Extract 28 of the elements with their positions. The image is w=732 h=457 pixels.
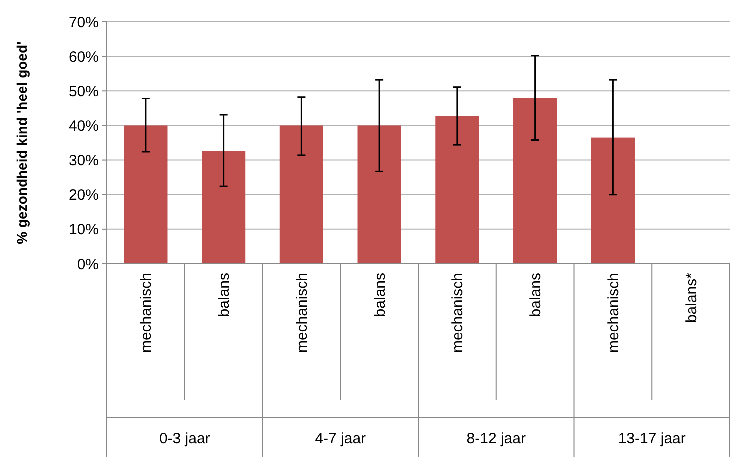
x-tick-label: mechanisch — [450, 273, 467, 354]
x-tick-label: balans — [216, 273, 234, 318]
x-tick-label: mechanisch — [138, 273, 156, 354]
bar — [280, 126, 324, 264]
y-tick-label: 20% — [68, 187, 99, 204]
x-tick-label: mechanisch — [605, 273, 622, 354]
x-tick-label: balans* — [683, 272, 700, 324]
x-tick-label: mechanisch — [294, 273, 311, 354]
x-tick-label: balans — [372, 273, 389, 318]
bar — [436, 116, 480, 264]
x-tick-label: balans — [528, 273, 545, 318]
text: 0-3 jaar — [159, 430, 210, 448]
y-tick-label: 70% — [68, 14, 99, 32]
y-tick-label: 60% — [68, 48, 99, 66]
y-tick-label: 40% — [68, 118, 99, 135]
y-tick-label: 50% — [68, 83, 99, 100]
y-tick-label: 30% — [68, 152, 99, 170]
bar — [124, 126, 168, 264]
text: 13-17 jaar — [618, 430, 686, 448]
y-tick-label: 10% — [68, 222, 99, 239]
bar — [202, 151, 246, 264]
y-tick-label: 0% — [77, 256, 99, 274]
bar — [514, 98, 558, 264]
y-axis-title: % gezondheid kind 'heel goed' — [14, 42, 30, 244]
bar — [591, 138, 635, 264]
text: 4-7 jaar — [315, 430, 366, 448]
bar — [358, 126, 402, 264]
text: 8-12 jaar — [466, 430, 526, 448]
